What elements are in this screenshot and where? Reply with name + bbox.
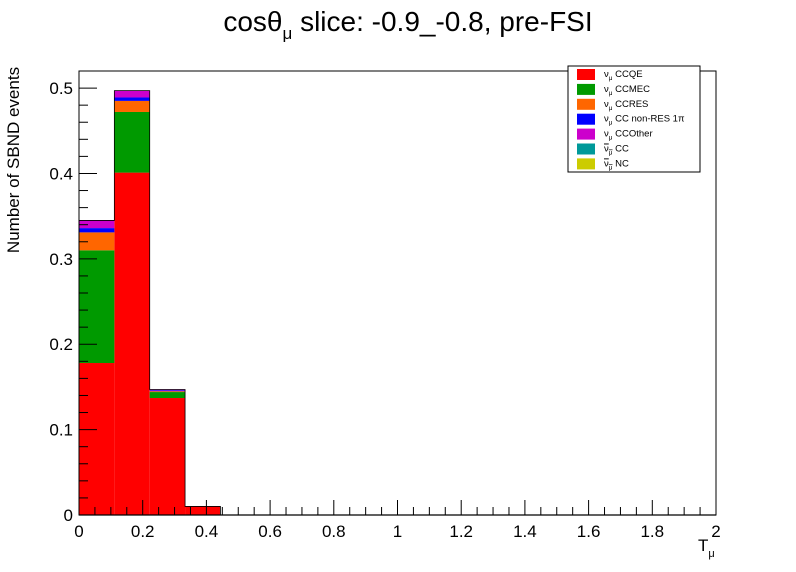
x-axis-label: Tμ: [698, 536, 715, 560]
legend-label: νμ CCOther: [604, 129, 653, 142]
legend-label: νμ CCMEC: [604, 84, 650, 97]
bar-segment: [149, 391, 186, 393]
legend-swatch: [577, 69, 595, 80]
x-tick-label: 1.8: [640, 522, 664, 541]
bar-segment: [114, 97, 150, 101]
y-tick-label: 0.4: [49, 164, 73, 183]
bar-segment: [114, 172, 150, 515]
legend-label: νμ CC: [604, 144, 629, 157]
y-tick-label: 0: [64, 506, 73, 525]
stack-outline: [78, 90, 221, 515]
y-axis-label: Number of SBND events: [4, 67, 23, 253]
x-tick-label: 1.6: [577, 522, 601, 541]
chart-title: cosθμ slice: -0.9_-0.8, pre-FSI: [223, 6, 592, 43]
bar-segment: [114, 100, 150, 112]
axes-group: 0 0.2 0.4 0.6 0.8 1 1.2 1.4 1.6 1.8 2 0 0.1 0.2 0.3 0.4…: [49, 70, 721, 541]
x-tick-label: 0.8: [322, 522, 346, 541]
legend-label: νμ CCRES: [604, 99, 648, 112]
legend-swatch: [577, 83, 595, 95]
legend-swatch: [577, 128, 595, 140]
bar-segment: [149, 390, 186, 392]
y-tick-label: 0.5: [49, 79, 73, 98]
legend-swatch: [577, 143, 595, 155]
y-tick-label: 0.3: [49, 250, 73, 269]
y-tick-label: 0.1: [49, 421, 73, 440]
x-tick-label: 1.4: [513, 522, 537, 541]
x-tick-label: 0.2: [131, 522, 155, 541]
x-tick-label: 2: [711, 522, 720, 541]
legend: νμ CCQE νμ CCMEC νμ CCRES νμ CC non-RES 1π ν…: [567, 65, 701, 173]
legend-swatch: [577, 113, 595, 125]
bar-segment: [79, 232, 115, 251]
x-tick-label: 1: [393, 522, 402, 541]
bar-segment: [79, 250, 115, 364]
bar-segment: [79, 363, 115, 515]
x-tick-label: 1.2: [449, 522, 473, 541]
bar-segment: [185, 506, 221, 515]
legend-swatch: [577, 98, 595, 110]
bar-segment: [149, 398, 186, 515]
bar-segment: [149, 392, 186, 399]
legend-label: νμ CC non-RES 1π: [604, 114, 685, 127]
bar-segment: [149, 389, 186, 391]
legend-swatch: [577, 158, 595, 170]
bar-segment: [114, 111, 150, 173]
bar-segment: [79, 228, 115, 233]
legend-label: νμ NC: [604, 158, 629, 171]
bar-segment: [79, 220, 115, 229]
y-tick-label: 0.2: [49, 335, 73, 354]
x-tick-label: 0.6: [258, 522, 282, 541]
x-tick-label: 0.4: [195, 522, 219, 541]
x-tick-label: 0: [74, 522, 83, 541]
bar-segment: [114, 90, 150, 98]
legend-label: νμ CCQE: [604, 69, 643, 82]
